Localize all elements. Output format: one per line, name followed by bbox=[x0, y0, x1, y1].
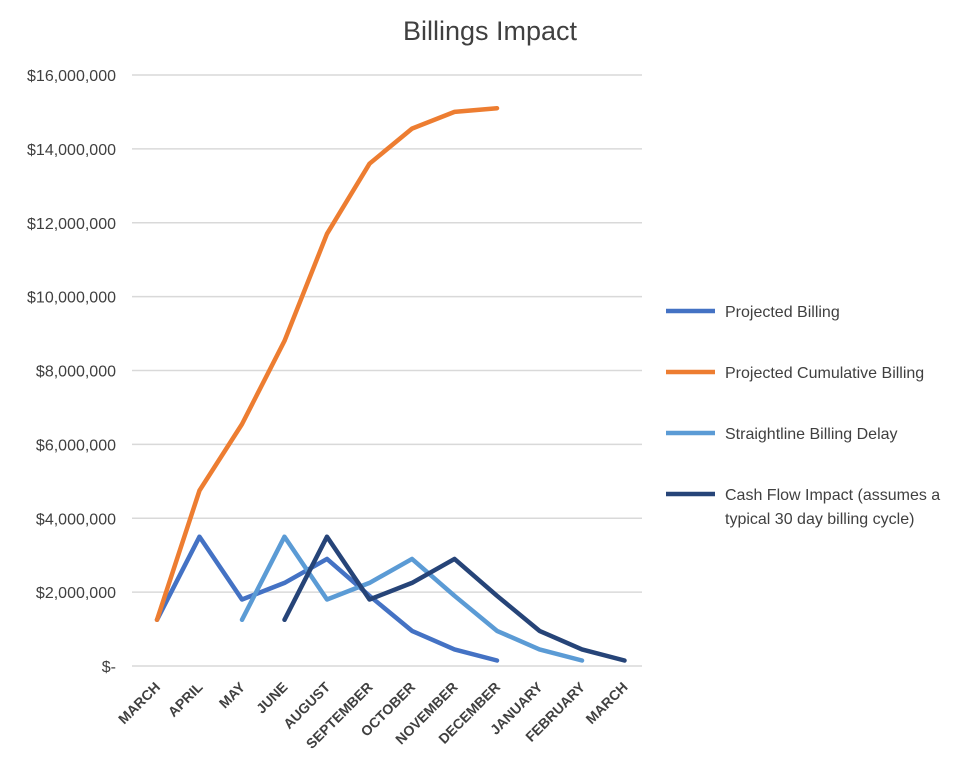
gridlines bbox=[132, 74, 642, 667]
legend-label: Cash Flow Impact (assumes a typical 30 da… bbox=[725, 487, 940, 528]
series-line-2 bbox=[154, 105, 500, 623]
x-axis-ticks: MARCH APRIL MAY JUNEAUGUSTSEPTEMBEROCTOBERN… bbox=[115, 678, 631, 751]
x-tick-label: JUNE bbox=[253, 679, 291, 717]
legend-label: Projected Cumulative Billing bbox=[725, 365, 924, 382]
x-tick-label: MARCH bbox=[115, 679, 163, 727]
y-tick-label: $- bbox=[102, 659, 116, 676]
chart-title: Billings Impact bbox=[403, 16, 578, 46]
x-tick-label: MARCH bbox=[582, 679, 630, 727]
series-line-3 bbox=[239, 534, 585, 663]
legend-label: Projected Billing bbox=[725, 304, 840, 321]
y-tick-label: $16,000,000 bbox=[27, 68, 116, 85]
legend-label: Straightline Billing Delay bbox=[725, 426, 898, 443]
legend: Projected Billing Projected Cumulative Bi… bbox=[666, 304, 940, 528]
y-tick-label: $8,000,000 bbox=[36, 364, 116, 381]
series-line-1 bbox=[154, 534, 500, 663]
y-axis-ticks: $- $2,000,000 $4,000,000 $6,000,000 $8,000,0… bbox=[27, 68, 116, 676]
x-tick-label: MAY bbox=[216, 678, 249, 711]
y-tick-label: $2,000,000 bbox=[36, 585, 116, 602]
x-tick-label: APRIL bbox=[165, 678, 206, 719]
y-tick-label: $10,000,000 bbox=[27, 290, 116, 307]
y-tick-label: $6,000,000 bbox=[36, 437, 116, 454]
y-tick-label: $14,000,000 bbox=[27, 142, 116, 159]
y-tick-label: $12,000,000 bbox=[27, 216, 116, 233]
series-line-4 bbox=[282, 534, 627, 663]
y-tick-label: $4,000,000 bbox=[36, 511, 116, 528]
series-lines bbox=[154, 105, 627, 663]
